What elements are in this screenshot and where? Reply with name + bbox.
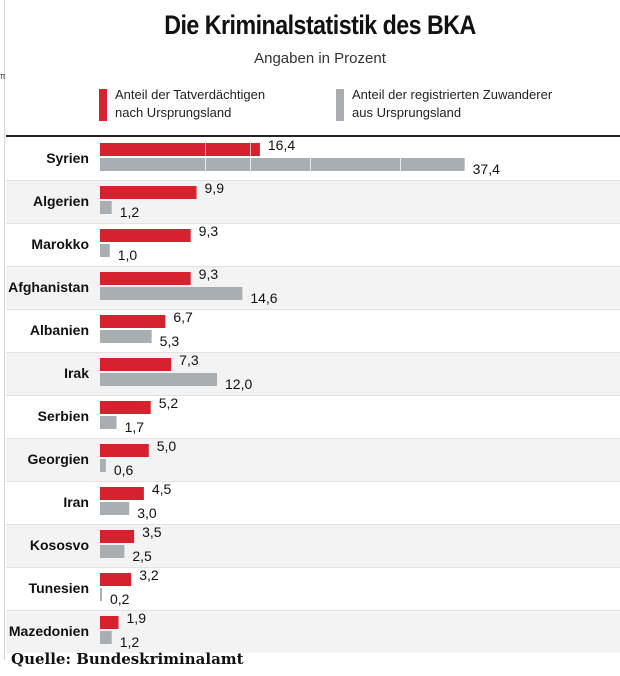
category-label-algerien: Algerien	[33, 193, 89, 209]
category-label-irak: Irak	[64, 365, 89, 381]
left-edge-line	[4, 0, 5, 660]
suspects-value-algerien: 9,9	[205, 180, 225, 196]
row-band-irak	[6, 352, 620, 395]
row-separator	[6, 223, 620, 224]
immigrants-bar-georgien	[100, 459, 106, 472]
immigrants-value-kososvo: 2,5	[132, 548, 152, 564]
immigrants-value-albanien: 5,3	[160, 333, 180, 349]
suspects-value-marokko: 9,3	[199, 223, 219, 239]
immigrants-bar-algerien	[100, 201, 112, 214]
immigrants-bar-albanien	[100, 330, 152, 343]
legend-swatch-immigrants	[336, 89, 344, 121]
legend-label-suspects-line-1: Anteil der Tatverdächtigen	[115, 87, 266, 102]
immigrants-value-mazedonien: 1,2	[120, 634, 140, 650]
suspects-bar-afghanistan	[100, 272, 191, 285]
category-label-afghanistan: Afghanistan	[8, 279, 89, 295]
immigrants-bar-irak	[100, 373, 217, 386]
suspects-value-georgien: 5,0	[157, 438, 177, 454]
row-separator	[6, 610, 620, 611]
row-separator	[6, 352, 620, 353]
category-label-kososvo: Kososvo	[30, 537, 89, 553]
immigrants-bar-tunesien	[100, 588, 102, 601]
suspects-bar-iran	[100, 487, 144, 500]
suspects-bar-serbien	[100, 401, 151, 414]
suspects-value-mazedonien: 1,9	[127, 610, 147, 626]
legend-label-immigrants: Anteil der registrierten Zuwanderer aus …	[352, 86, 582, 122]
left-edge-mark: π	[0, 72, 6, 82]
immigrants-bar-afghanistan	[100, 287, 243, 300]
immigrants-value-syrien: 37,4	[473, 161, 500, 177]
bar-tick-mark	[205, 143, 206, 171]
suspects-value-tunesien: 3,2	[139, 567, 159, 583]
suspects-value-serbien: 5,2	[159, 395, 179, 411]
category-label-syrien: Syrien	[46, 150, 89, 166]
suspects-bar-syrien	[100, 143, 260, 156]
suspects-value-syrien: 16,4	[268, 137, 295, 153]
immigrants-value-georgien: 0,6	[114, 462, 134, 478]
suspects-bar-algerien	[100, 186, 197, 199]
suspects-value-kososvo: 3,5	[142, 524, 162, 540]
immigrants-value-tunesien: 0,2	[110, 591, 130, 607]
header-separator	[6, 135, 620, 137]
suspects-value-iran: 4,5	[152, 481, 172, 497]
immigrants-bar-syrien	[100, 158, 465, 171]
suspects-bar-marokko	[100, 229, 191, 242]
row-separator	[6, 524, 620, 525]
bar-tick-mark	[310, 143, 311, 171]
row-separator	[6, 395, 620, 396]
row-separator	[6, 180, 620, 181]
legend-label-immigrants-line-2: aus Ursprungsland	[352, 105, 462, 120]
immigrants-value-afghanistan: 14,6	[250, 290, 277, 306]
immigrants-value-marokko: 1,0	[118, 247, 138, 263]
category-label-albanien: Albanien	[30, 322, 89, 338]
immigrants-value-irak: 12,0	[225, 376, 252, 392]
immigrants-bar-mazedonien	[100, 631, 112, 644]
suspects-value-afghanistan: 9,3	[199, 266, 219, 282]
row-band-georgien	[6, 438, 620, 481]
immigrants-bar-serbien	[100, 416, 117, 429]
legend-label-suspects: Anteil der Tatverdächtigen nach Ursprung…	[115, 86, 345, 122]
category-label-iran: Iran	[63, 494, 89, 510]
row-band-kososvo	[6, 524, 620, 567]
chart-subtitle: Angaben in Prozent	[254, 50, 386, 67]
row-separator	[6, 438, 620, 439]
immigrants-bar-iran	[100, 502, 130, 515]
suspects-bar-tunesien	[100, 573, 132, 586]
immigrants-value-iran: 3,0	[137, 505, 157, 521]
row-separator	[6, 567, 620, 568]
category-label-tunesien: Tunesien	[29, 580, 89, 596]
bar-tick-mark	[250, 143, 251, 171]
source-note: Quelle: Bundeskriminalamt	[11, 650, 244, 668]
row-separator	[6, 309, 620, 310]
category-label-georgien: Georgien	[28, 451, 89, 467]
legend-label-suspects-line-2: nach Ursprungsland	[115, 105, 232, 120]
suspects-bar-irak	[100, 358, 172, 371]
legend-label-immigrants-line-1: Anteil der registrierten Zuwanderer	[352, 87, 553, 102]
category-label-mazedonien: Mazedonien	[9, 623, 89, 639]
suspects-bar-georgien	[100, 444, 149, 457]
legend-swatch-suspects	[99, 89, 107, 121]
row-band-mazedonien	[6, 610, 620, 653]
row-separator	[6, 266, 620, 267]
bar-tick-mark	[400, 143, 401, 171]
suspects-bar-albanien	[100, 315, 166, 328]
row-band-algerien	[6, 180, 620, 223]
row-band-afghanistan	[6, 266, 620, 309]
immigrants-bar-kososvo	[100, 545, 125, 558]
immigrants-bar-marokko	[100, 244, 110, 257]
suspects-bar-kososvo	[100, 530, 135, 543]
suspects-value-irak: 7,3	[179, 352, 199, 368]
immigrants-value-algerien: 1,2	[120, 204, 140, 220]
row-separator	[6, 481, 620, 482]
immigrants-value-serbien: 1,7	[125, 419, 145, 435]
category-label-serbien: Serbien	[38, 408, 89, 424]
chart-title: Die Kriminalstatistik des BKA	[164, 10, 476, 40]
suspects-value-albanien: 6,7	[173, 309, 193, 325]
category-label-marokko: Marokko	[31, 236, 89, 252]
suspects-bar-mazedonien	[100, 616, 119, 629]
